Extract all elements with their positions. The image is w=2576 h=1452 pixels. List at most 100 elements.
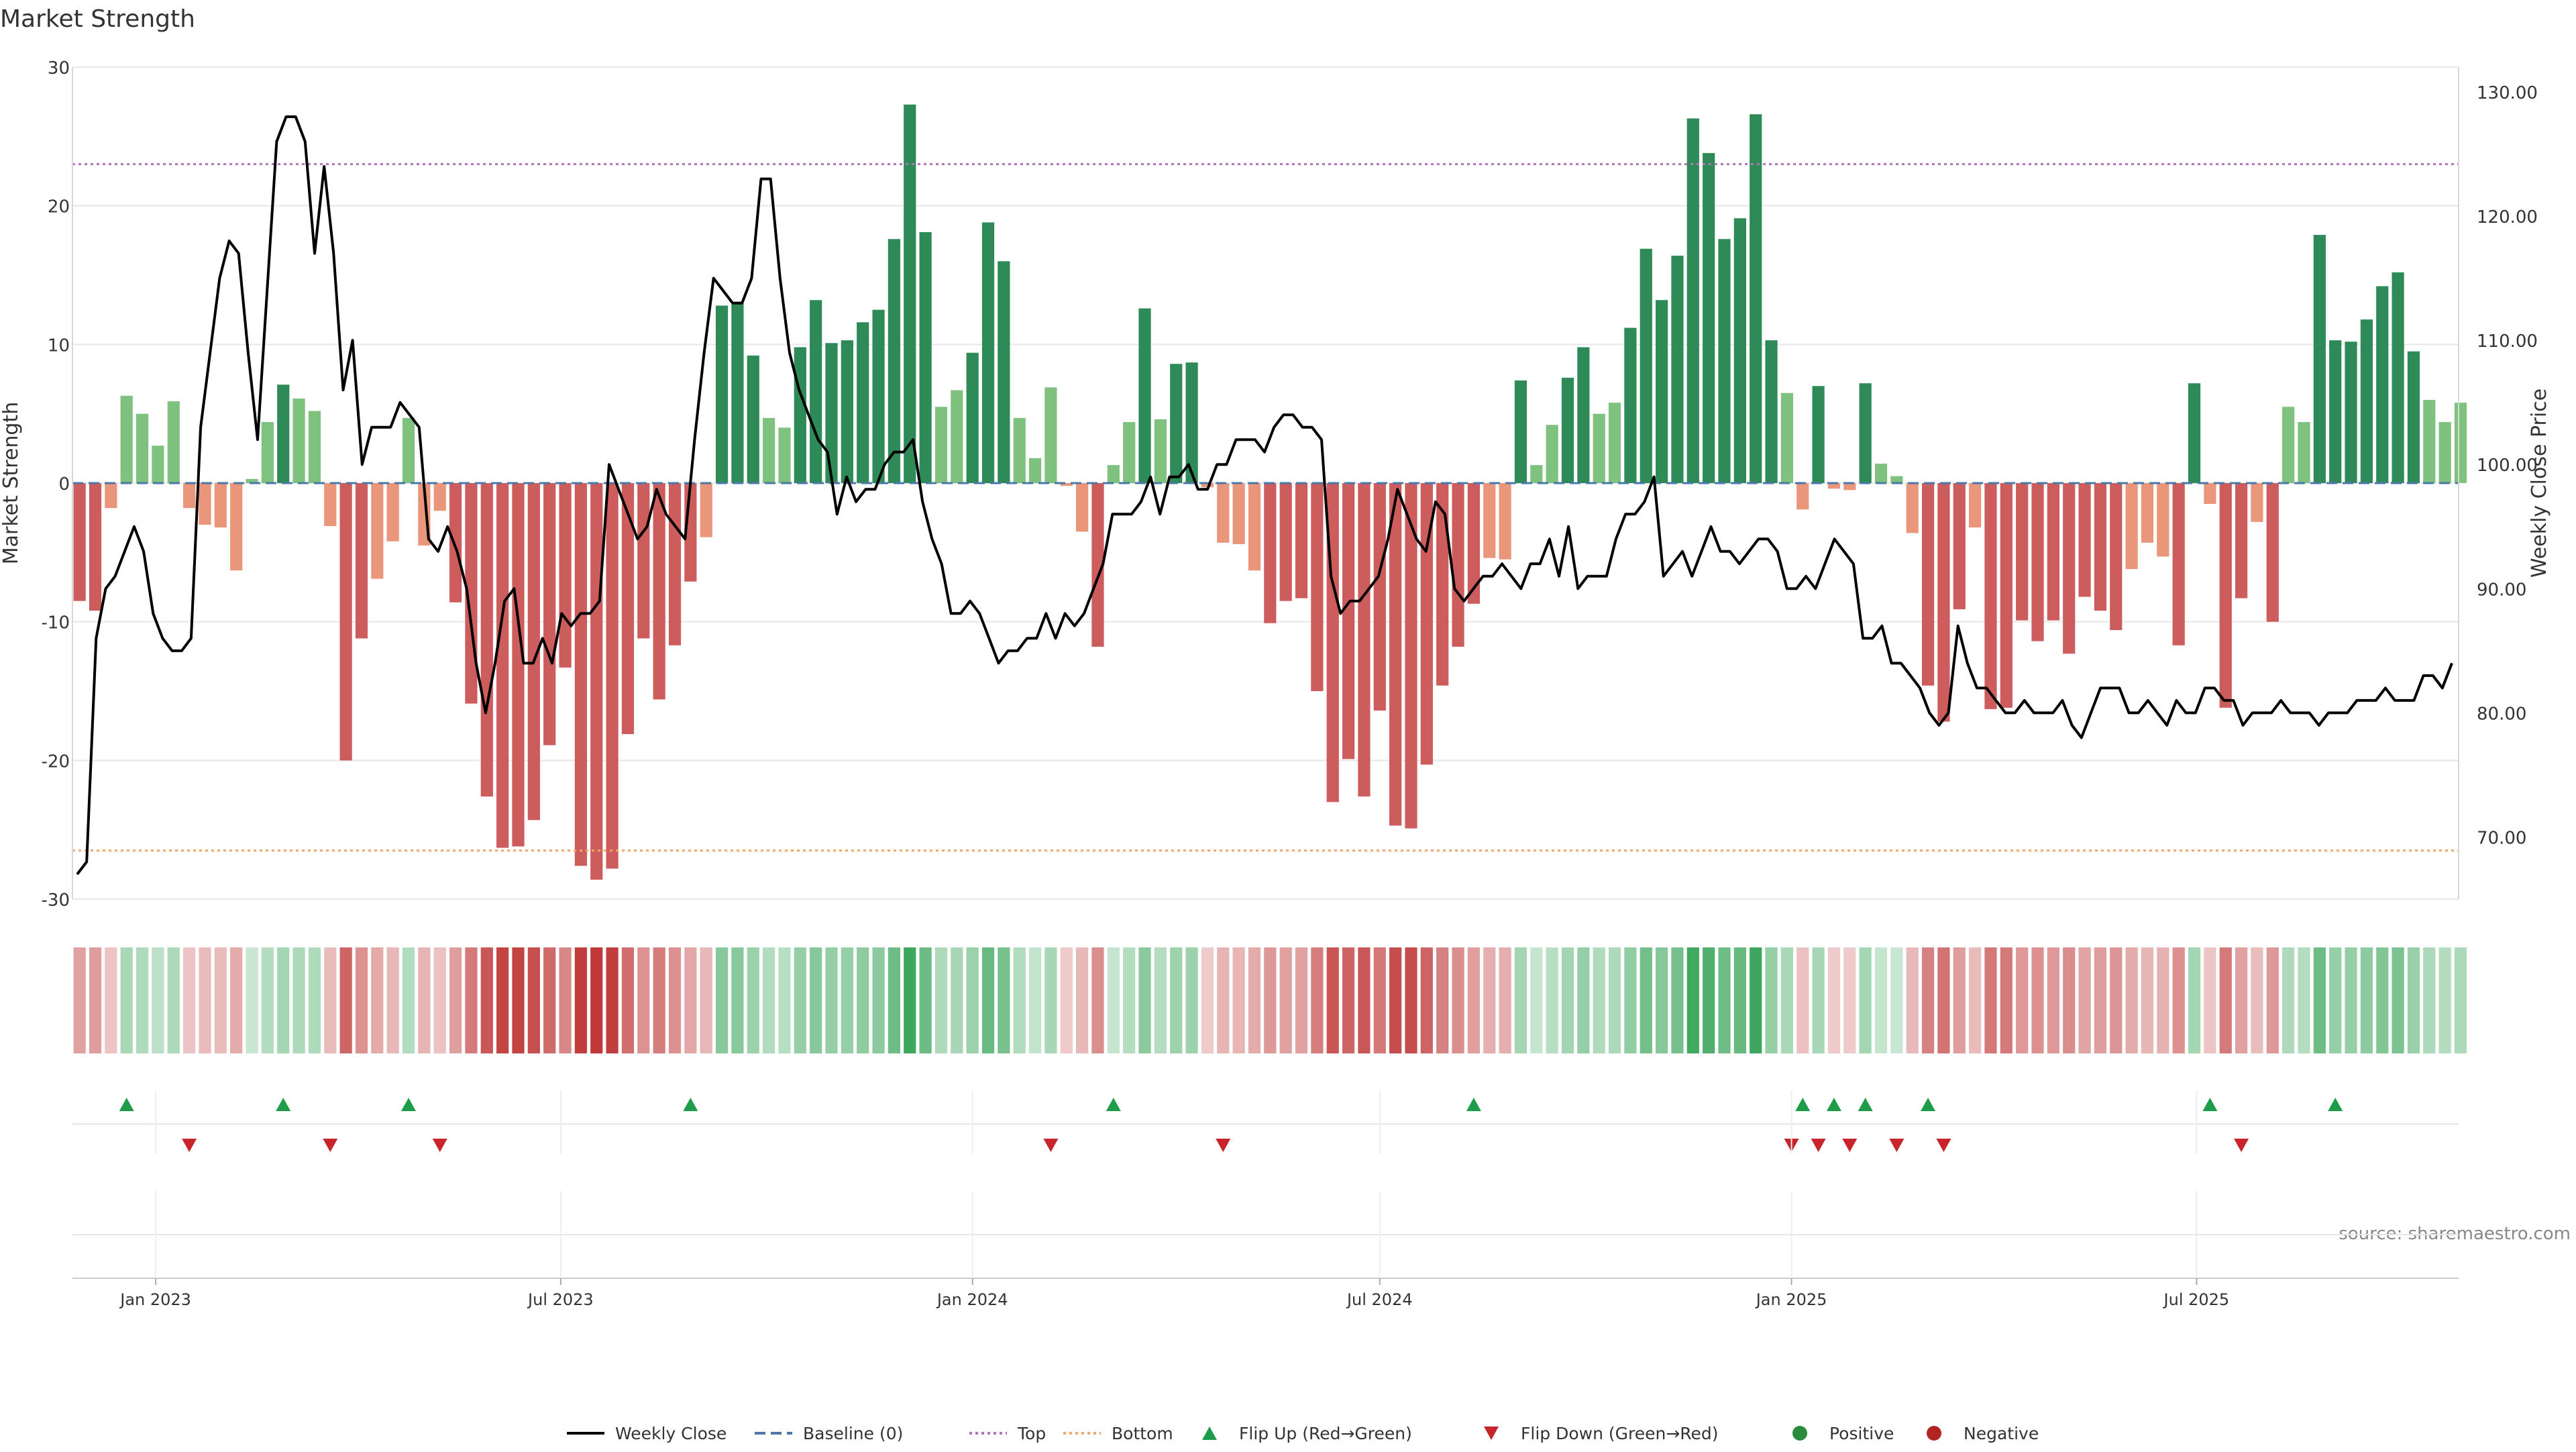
heat-cell (449, 947, 462, 1053)
strength-bar (1295, 483, 1308, 599)
heat-cell (1389, 947, 1402, 1053)
strength-bar (1624, 327, 1637, 483)
y2-tick-label: 90.00 (2477, 580, 2526, 600)
strength-bar (2031, 483, 2044, 641)
legend-label: Flip Down (Green→Red) (1521, 1424, 1719, 1443)
heat-cell (841, 947, 853, 1053)
strength-bar (1656, 300, 1668, 483)
strength-bar (214, 483, 227, 528)
strength-bar (810, 300, 822, 483)
strength-bar (1843, 483, 1856, 490)
strength-bar (2298, 422, 2310, 483)
strength-bar (1483, 483, 1496, 558)
flip-down-marker (1811, 1139, 1826, 1152)
legend-item-5: Flip Down (Green→Red) (1484, 1424, 1719, 1443)
strength-bar (2313, 235, 2326, 483)
flip-down-marker (2234, 1139, 2249, 1152)
heat-cell (1859, 947, 1872, 1053)
strength-bar (1937, 483, 1950, 722)
heat-cell (2298, 947, 2310, 1053)
strength-bar (731, 303, 744, 483)
strength-bar (1044, 387, 1057, 483)
heat-cell (1170, 947, 1183, 1053)
strength-bar (183, 483, 196, 509)
strength-bar (951, 390, 963, 483)
strength-bar (1577, 347, 1590, 483)
strength-bar (1232, 483, 1245, 544)
heat-cell (2266, 947, 2279, 1053)
strength-bar (1420, 483, 1433, 765)
strength-bar (2063, 483, 2076, 654)
strength-bar (1969, 483, 1982, 528)
heat-cell (292, 947, 305, 1053)
heat-cell (763, 947, 775, 1053)
flip-up-marker (1106, 1098, 1121, 1111)
strength-bar (1248, 483, 1261, 571)
strength-bar (2438, 422, 2451, 483)
strength-bar (1091, 483, 1104, 647)
strength-bar (2016, 483, 2029, 621)
heat-cell (1812, 947, 1825, 1053)
strength-bar (1812, 386, 1825, 483)
heat-cell (2141, 947, 2154, 1053)
strength-bar (2000, 483, 2012, 708)
heat-cell (1295, 947, 1308, 1053)
strength-bar (1467, 483, 1481, 604)
strength-bar (512, 483, 525, 847)
heat-cell (2392, 947, 2404, 1053)
heat-cell (246, 947, 258, 1053)
heat-cell (324, 947, 337, 1053)
strength-bar (1342, 483, 1355, 760)
heat-cell (1969, 947, 1982, 1053)
heat-cell (637, 947, 650, 1053)
heat-cell (277, 947, 290, 1053)
strength-bar (230, 483, 243, 571)
strength-bar (2157, 483, 2169, 557)
strength-bar (167, 401, 180, 483)
heat-cell (418, 947, 431, 1053)
flip-up-marker (1921, 1098, 1936, 1111)
heat-cell (1593, 947, 1605, 1053)
legend-item-3: Bottom (1063, 1424, 1173, 1443)
y2-axis-label: Weekly Close Price (2528, 388, 2551, 578)
heat-cell (1750, 947, 1762, 1053)
strength-bar (1060, 483, 1073, 486)
heat-cell (480, 947, 493, 1053)
strength-bar (449, 483, 462, 603)
strength-bar (2204, 483, 2216, 504)
legend-item-2: Top (969, 1424, 1046, 1443)
strength-bar (277, 384, 290, 483)
heat-cell (214, 947, 227, 1053)
strength-bar (1593, 413, 1605, 483)
date-axis: Jan 2023 Jul 2023 Jan 2024 Jul 2024 Jan 2025… (72, 1090, 2459, 1309)
strength-bar (715, 305, 729, 483)
y2-tick-label: 110.00 (2477, 331, 2538, 352)
strength-bar (1890, 476, 1903, 483)
heat-cell (1044, 947, 1057, 1053)
strength-bar (888, 239, 901, 483)
strength-bar (1874, 464, 1888, 483)
heat-cell (1091, 947, 1104, 1053)
heat-cell (89, 947, 102, 1053)
heat-cell (1765, 947, 1778, 1053)
legend-item-7: Negative (1927, 1424, 2039, 1443)
y-tick-label: -10 (42, 613, 70, 633)
heat-cell (1123, 947, 1136, 1053)
heat-cell (1921, 947, 1935, 1053)
heat-cell (433, 947, 446, 1053)
heat-cell (1671, 947, 1684, 1053)
strength-bar (2266, 483, 2279, 622)
strength-bar (966, 352, 979, 483)
heat-cell (1780, 947, 1794, 1053)
chart-title: Market Strength (0, 5, 195, 33)
heat-cell (1060, 947, 1073, 1053)
y2-tick-label: 120.00 (2477, 207, 2538, 227)
heat-cell (1937, 947, 1950, 1053)
heat-cell (825, 947, 838, 1053)
strength-bar (324, 483, 337, 527)
strength-bar (386, 483, 399, 541)
heat-cell (1076, 947, 1089, 1053)
heat-cell (527, 947, 540, 1053)
strength-bar (2094, 483, 2107, 611)
